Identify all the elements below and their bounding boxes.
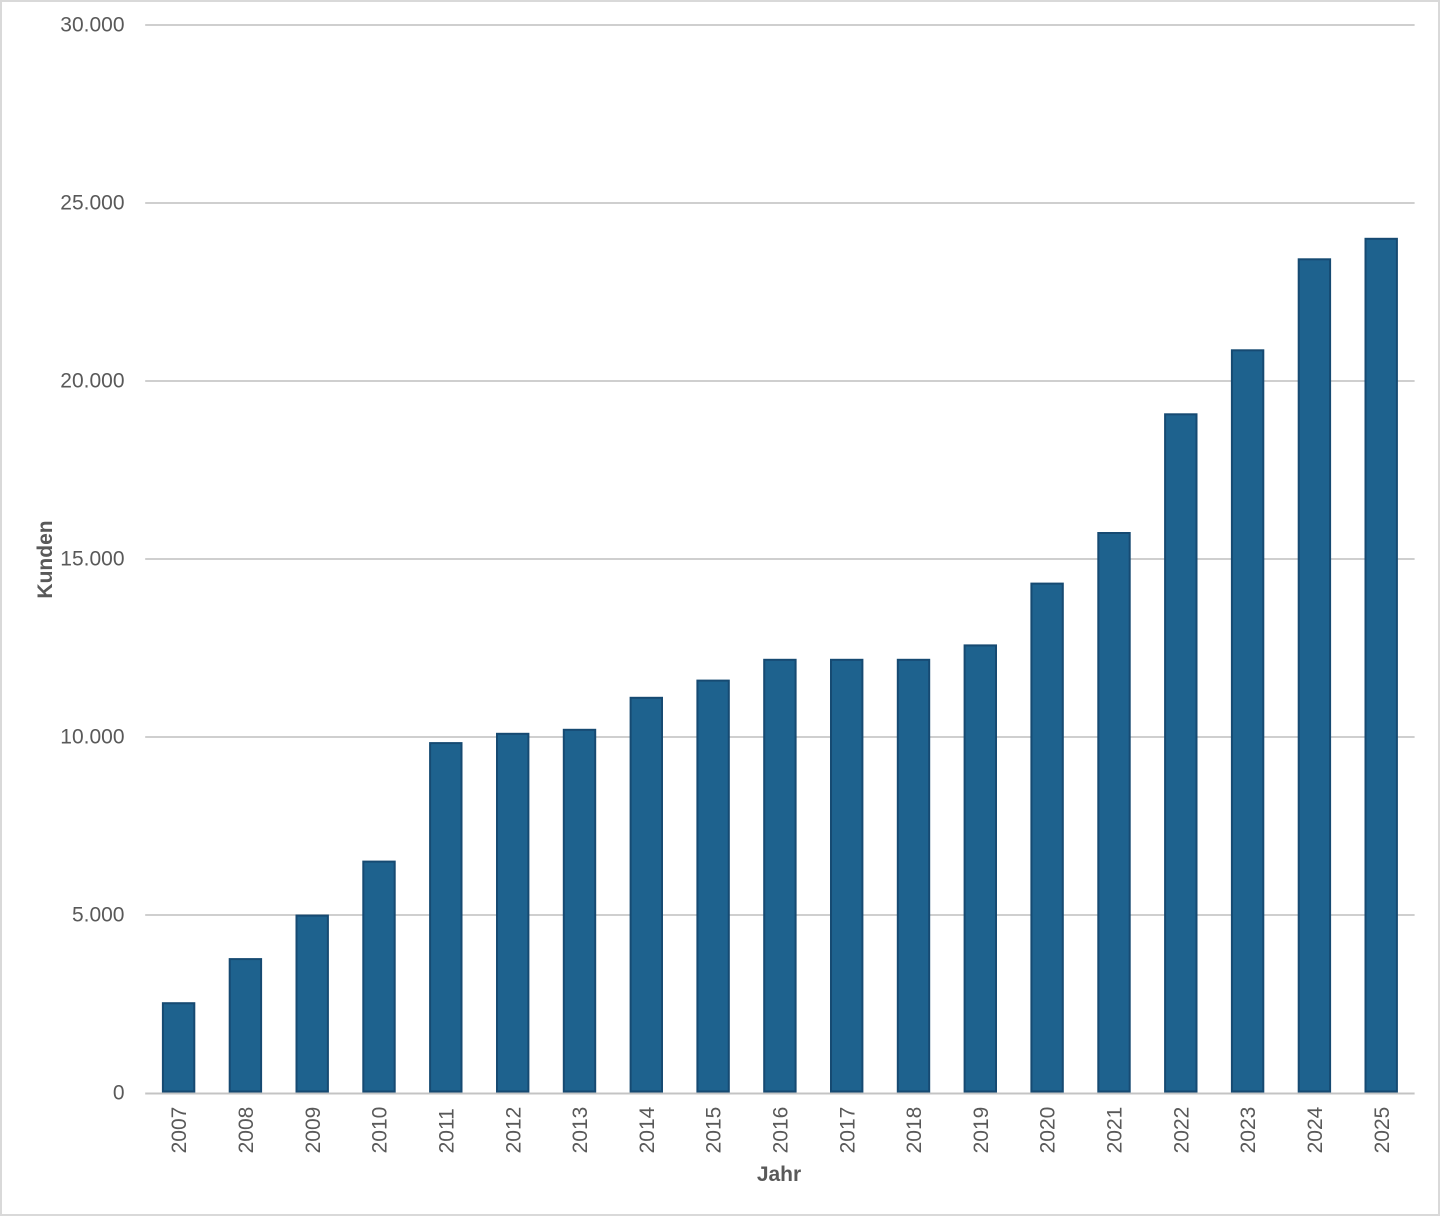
- svg-text:2019: 2019: [970, 1107, 993, 1154]
- svg-text:2013: 2013: [569, 1107, 592, 1154]
- svg-text:2007: 2007: [168, 1107, 191, 1154]
- svg-text:2017: 2017: [836, 1107, 859, 1154]
- svg-text:30.000: 30.000: [60, 14, 124, 37]
- svg-text:15.000: 15.000: [60, 548, 124, 571]
- svg-text:2015: 2015: [703, 1107, 726, 1154]
- svg-text:2025: 2025: [1371, 1107, 1394, 1154]
- svg-text:10.000: 10.000: [60, 726, 124, 749]
- svg-text:2023: 2023: [1237, 1107, 1260, 1154]
- svg-text:2020: 2020: [1037, 1107, 1060, 1154]
- svg-text:2012: 2012: [502, 1107, 525, 1154]
- svg-text:2008: 2008: [235, 1107, 258, 1154]
- svg-text:25.000: 25.000: [60, 192, 124, 215]
- svg-text:2010: 2010: [369, 1107, 392, 1154]
- svg-text:2014: 2014: [636, 1106, 659, 1153]
- svg-text:2009: 2009: [302, 1107, 325, 1154]
- svg-text:2021: 2021: [1104, 1107, 1127, 1154]
- svg-text:Jahr: Jahr: [757, 1163, 801, 1186]
- svg-text:2011: 2011: [435, 1108, 458, 1153]
- svg-text:2022: 2022: [1170, 1107, 1193, 1154]
- svg-text:2024: 2024: [1304, 1106, 1327, 1153]
- svg-text:20.000: 20.000: [60, 370, 124, 393]
- svg-text:0: 0: [113, 1082, 125, 1105]
- svg-text:Kunden: Kunden: [34, 520, 57, 598]
- svg-text:2018: 2018: [903, 1107, 926, 1154]
- svg-text:5.000: 5.000: [72, 904, 125, 927]
- svg-text:2016: 2016: [770, 1107, 793, 1154]
